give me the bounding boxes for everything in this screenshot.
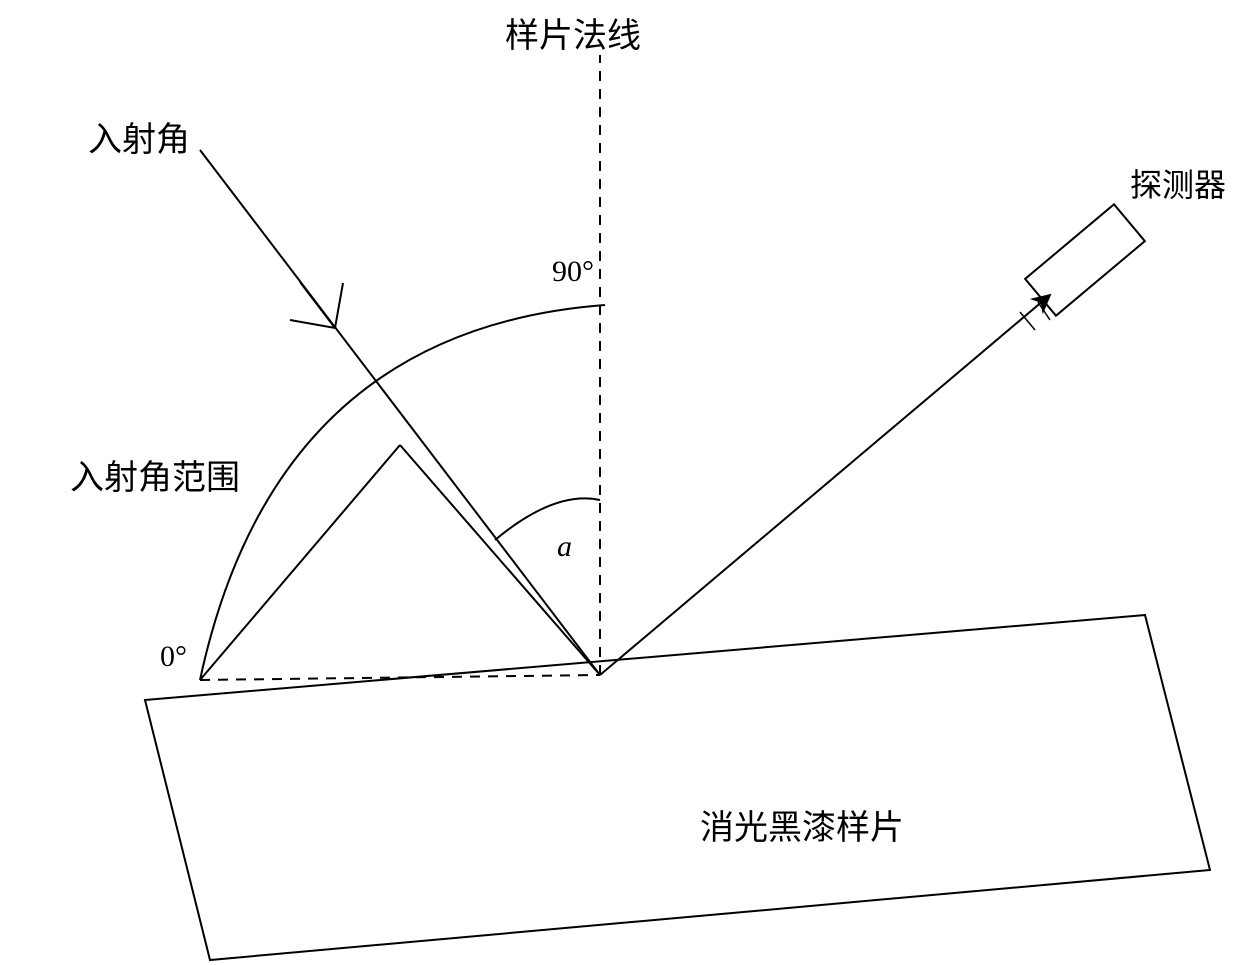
incident-arrowhead bbox=[290, 282, 343, 328]
label-incident-range: 入射角范围 bbox=[70, 450, 240, 499]
label-incident-angle: 入射角 bbox=[88, 112, 190, 161]
label-angle-a: a bbox=[557, 530, 572, 564]
label-normal-line: 样片法线 bbox=[505, 8, 641, 57]
label-angle-90: 90° bbox=[552, 255, 594, 289]
label-angle-0: 0° bbox=[160, 640, 187, 674]
label-sample-panel: 消光黑漆样片 bbox=[700, 800, 904, 849]
angle-range-arc bbox=[200, 305, 605, 680]
incident-ray bbox=[200, 150, 600, 675]
optics-diagram: 样片法线 入射角 探测器 入射角范围 90° 0° a 消光黑漆样片 bbox=[0, 0, 1240, 965]
reflected-ray bbox=[600, 295, 1050, 675]
sample-panel-shape bbox=[145, 615, 1210, 960]
angle-a-arc bbox=[495, 498, 600, 540]
detector-shape bbox=[1025, 204, 1145, 315]
label-detector: 探测器 bbox=[1130, 160, 1226, 206]
